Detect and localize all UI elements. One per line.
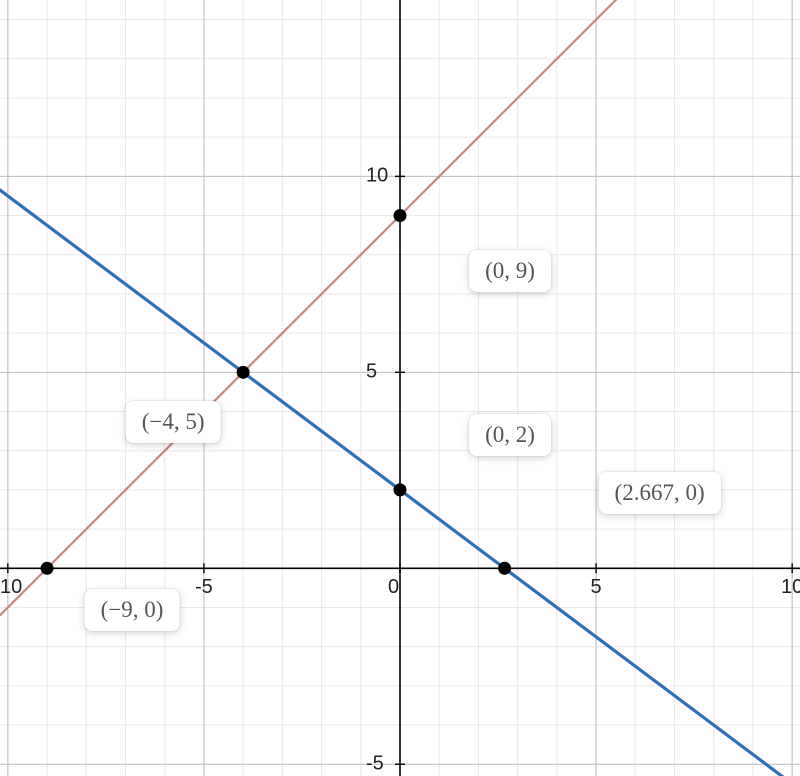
x-tick-label: 10 — [781, 576, 800, 599]
point-marker — [41, 562, 54, 575]
point-marker — [237, 366, 250, 379]
x-tick-label: -10 — [0, 576, 22, 599]
x-tick-label: -5 — [195, 576, 213, 599]
x-tick-label: 0 — [388, 576, 399, 599]
point-marker — [394, 483, 407, 496]
point-label: (0, 9) — [469, 250, 551, 292]
y-tick-label: -5 — [366, 753, 384, 776]
point-label: (2.667, 0) — [599, 472, 721, 514]
y-tick-label: 5 — [366, 361, 377, 384]
point-marker — [394, 209, 407, 222]
point-marker — [498, 562, 511, 575]
y-tick-label: 10 — [366, 165, 388, 188]
coordinate-plane — [0, 0, 800, 776]
point-label: (−9, 0) — [85, 589, 180, 631]
x-tick-label: 5 — [591, 576, 602, 599]
point-label: (0, 2) — [469, 414, 551, 456]
point-label: (−4, 5) — [126, 401, 221, 443]
